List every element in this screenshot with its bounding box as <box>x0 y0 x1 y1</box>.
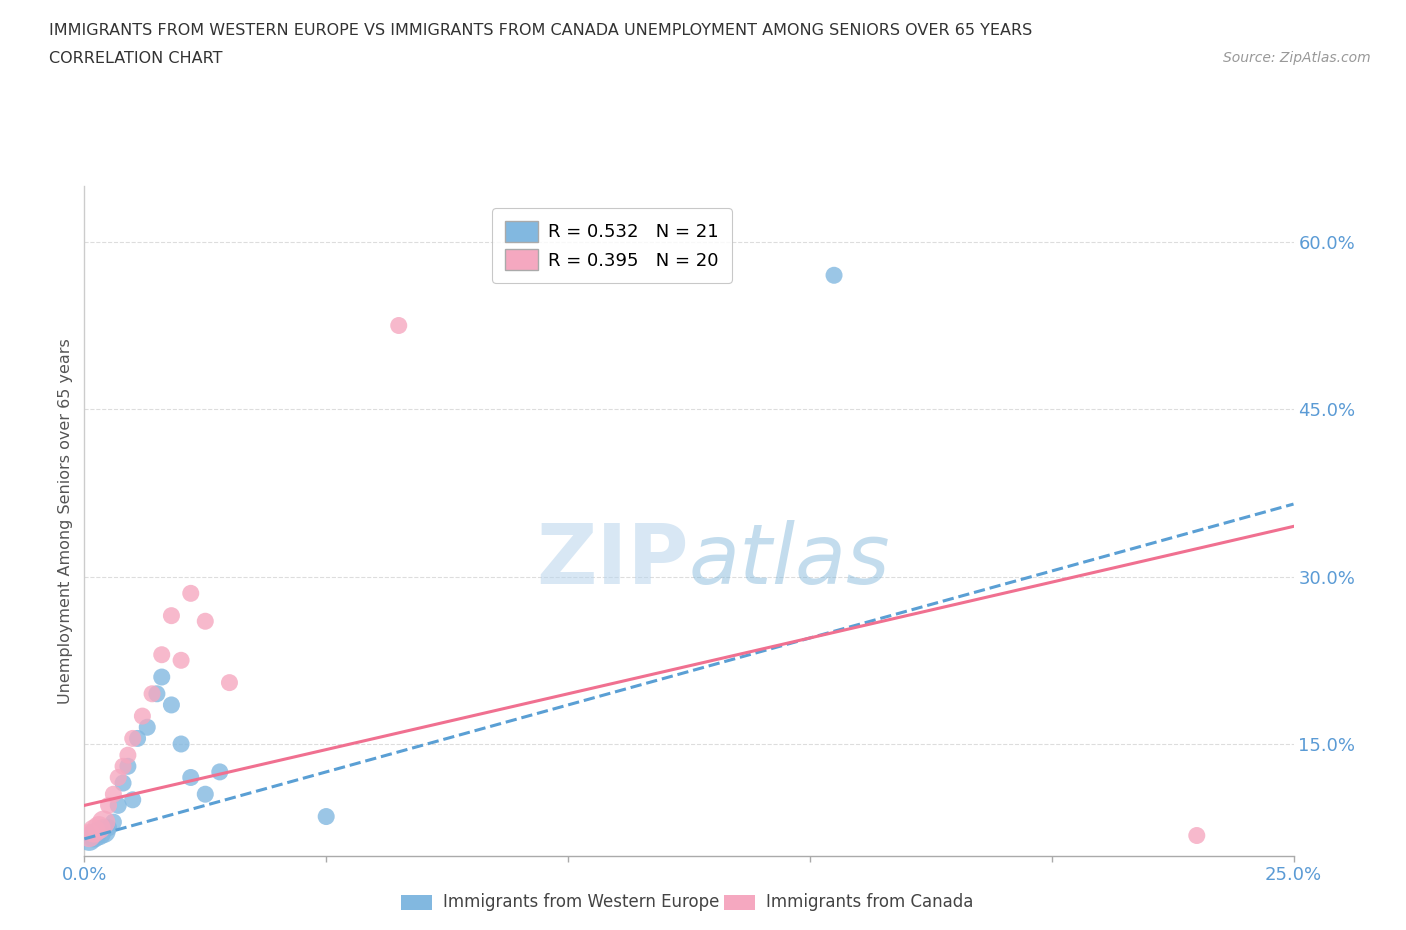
Bar <box>401 895 432 910</box>
Point <box>93 815 115 830</box>
Point <box>121 731 143 746</box>
Point <box>127 731 149 746</box>
Point <box>117 748 139 763</box>
Text: Source: ZipAtlas.com: Source: ZipAtlas.com <box>1223 51 1371 65</box>
Point <box>107 770 129 785</box>
Point <box>87 826 110 841</box>
Point <box>194 614 217 629</box>
Point <box>103 787 125 802</box>
Point <box>103 815 125 830</box>
Point <box>150 647 173 662</box>
Point <box>194 787 217 802</box>
Point <box>83 824 105 839</box>
Point <box>112 776 135 790</box>
Point <box>208 764 231 779</box>
Point <box>315 809 337 824</box>
Point <box>141 686 163 701</box>
Text: IMMIGRANTS FROM WESTERN EUROPE VS IMMIGRANTS FROM CANADA UNEMPLOYMENT AMONG SENI: IMMIGRANTS FROM WESTERN EUROPE VS IMMIGR… <box>49 23 1032 38</box>
Point <box>131 709 153 724</box>
Point <box>160 608 183 623</box>
Point <box>218 675 240 690</box>
Point <box>180 770 202 785</box>
Point <box>83 828 105 843</box>
Point <box>77 831 100 846</box>
Point <box>97 798 120 813</box>
Point <box>136 720 159 735</box>
Point <box>388 318 411 333</box>
Legend: R = 0.532   N = 21, R = 0.395   N = 20: R = 0.532 N = 21, R = 0.395 N = 20 <box>492 208 731 283</box>
Point <box>112 759 135 774</box>
Point <box>823 268 845 283</box>
Point <box>77 828 100 843</box>
Point <box>180 586 202 601</box>
Point <box>146 686 169 701</box>
Point <box>121 792 143 807</box>
Text: ZIP: ZIP <box>537 521 689 602</box>
Point <box>93 824 115 839</box>
Text: Immigrants from Canada: Immigrants from Canada <box>766 893 973 911</box>
Y-axis label: Unemployment Among Seniors over 65 years: Unemployment Among Seniors over 65 years <box>58 338 73 704</box>
Point <box>150 670 173 684</box>
Point <box>117 759 139 774</box>
Text: CORRELATION CHART: CORRELATION CHART <box>49 51 222 66</box>
Point <box>160 698 183 712</box>
Text: atlas: atlas <box>689 521 890 602</box>
Point <box>170 653 193 668</box>
Point <box>1185 828 1208 843</box>
Point <box>170 737 193 751</box>
Point <box>107 798 129 813</box>
Point <box>87 820 110 835</box>
Text: Immigrants from Western Europe: Immigrants from Western Europe <box>443 893 720 911</box>
Bar <box>724 895 755 910</box>
Point <box>97 820 120 835</box>
